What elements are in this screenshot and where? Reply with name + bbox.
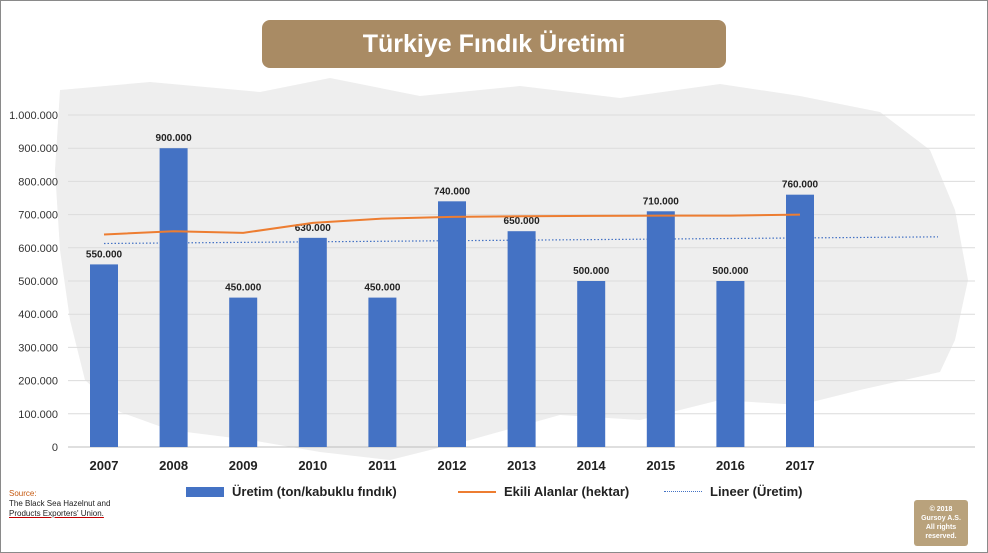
y-axis: 0 100.000 200.000 300.000 400.000 500.000 600.… bbox=[9, 110, 58, 454]
bar-data-label: 710.000 bbox=[643, 196, 680, 207]
y-tick-label: 100.000 bbox=[18, 409, 58, 421]
x-tick-label: 2007 bbox=[90, 458, 119, 473]
source-note: Source: The Black Sea Hazelnut and Produ… bbox=[9, 489, 110, 519]
y-tick-label: 700.000 bbox=[18, 210, 58, 222]
line-series bbox=[103, 213, 939, 245]
x-tick-label: 2009 bbox=[229, 458, 258, 473]
legend-item-production: Üretim (ton/kabuklu fındık) bbox=[186, 484, 397, 499]
legend-item-area: Ekili Alanlar (hektar) bbox=[458, 484, 629, 499]
copyright-line-2: Gursoy A.S. bbox=[921, 515, 961, 522]
bar-data-label: 450.000 bbox=[225, 283, 262, 294]
copyright-badge: © 2018 Gursoy A.S. All rights reserved. bbox=[914, 500, 968, 546]
legend-label-trend: Lineer (Üretim) bbox=[710, 484, 803, 499]
bar-data-label: 650.000 bbox=[504, 216, 541, 227]
bar bbox=[229, 297, 258, 447]
bar bbox=[159, 148, 188, 447]
bar bbox=[298, 237, 327, 447]
bar-series bbox=[90, 148, 814, 447]
x-tick-label: 2010 bbox=[298, 458, 327, 473]
y-tick-label: 0 bbox=[52, 442, 58, 454]
bar bbox=[716, 281, 745, 447]
x-tick-label: 2012 bbox=[438, 458, 467, 473]
bar bbox=[368, 297, 397, 447]
bar bbox=[90, 264, 118, 447]
bar-data-labels: 550.000 900.000 450.000 630.000 450.000 740.0… bbox=[86, 133, 819, 293]
x-tick-label: 2015 bbox=[646, 458, 675, 473]
chart-title: Türkiye Fındık Üretimi bbox=[262, 20, 726, 68]
x-tick-label: 2016 bbox=[716, 458, 745, 473]
bar bbox=[577, 281, 606, 447]
y-tick-label: 1.000.000 bbox=[9, 110, 58, 122]
source-line-2: Products Exporters' Union. bbox=[9, 509, 104, 518]
bar-data-label: 500.000 bbox=[712, 266, 749, 277]
legend-bar-swatch bbox=[186, 486, 224, 497]
y-tick-label: 400.000 bbox=[18, 309, 58, 321]
x-axis: 2007 2008 2009 2010 2011 2012 2013 2014 2015 2016… bbox=[90, 458, 815, 473]
bar-data-label: 550.000 bbox=[86, 249, 123, 260]
copyright-line-4: reserved. bbox=[925, 533, 957, 540]
y-tick-label: 300.000 bbox=[18, 342, 58, 354]
bar bbox=[438, 201, 466, 447]
copyright-line-1: © 2018 bbox=[929, 506, 953, 513]
y-tick-label: 500.000 bbox=[18, 276, 58, 288]
bar bbox=[646, 211, 675, 447]
bar-data-label: 740.000 bbox=[434, 186, 471, 197]
trend-line bbox=[103, 236, 939, 245]
y-tick-label: 600.000 bbox=[18, 243, 58, 255]
y-tick-label: 800.000 bbox=[18, 176, 58, 188]
legend-item-trend: Lineer (Üretim) bbox=[664, 484, 802, 499]
bar-data-label: 450.000 bbox=[364, 283, 401, 294]
bar-data-label: 760.000 bbox=[782, 180, 819, 191]
bar-data-label: 500.000 bbox=[573, 266, 610, 277]
x-tick-label: 2011 bbox=[368, 458, 396, 473]
y-tick-label: 900.000 bbox=[18, 143, 58, 155]
x-tick-label: 2013 bbox=[507, 458, 536, 473]
legend-label-area: Ekili Alanlar (hektar) bbox=[504, 484, 630, 499]
x-tick-label: 2014 bbox=[577, 458, 607, 473]
bar bbox=[786, 194, 814, 447]
legend-label-production: Üretim (ton/kabuklu fındık) bbox=[232, 484, 397, 499]
copyright-line-3: All rights bbox=[925, 524, 957, 531]
y-tick-label: 200.000 bbox=[18, 376, 58, 388]
source-label: Source: bbox=[9, 489, 37, 498]
legend-line-swatch bbox=[458, 490, 496, 493]
bar bbox=[507, 231, 536, 447]
x-tick-label: 2008 bbox=[159, 458, 188, 473]
source-line-1: The Black Sea Hazelnut and bbox=[9, 499, 111, 508]
x-tick-label: 2017 bbox=[786, 458, 815, 473]
area-line bbox=[103, 213, 801, 236]
bar-data-label: 630.000 bbox=[295, 223, 332, 234]
legend-trend-swatch bbox=[664, 491, 702, 492]
bar-data-label: 900.000 bbox=[156, 133, 193, 144]
